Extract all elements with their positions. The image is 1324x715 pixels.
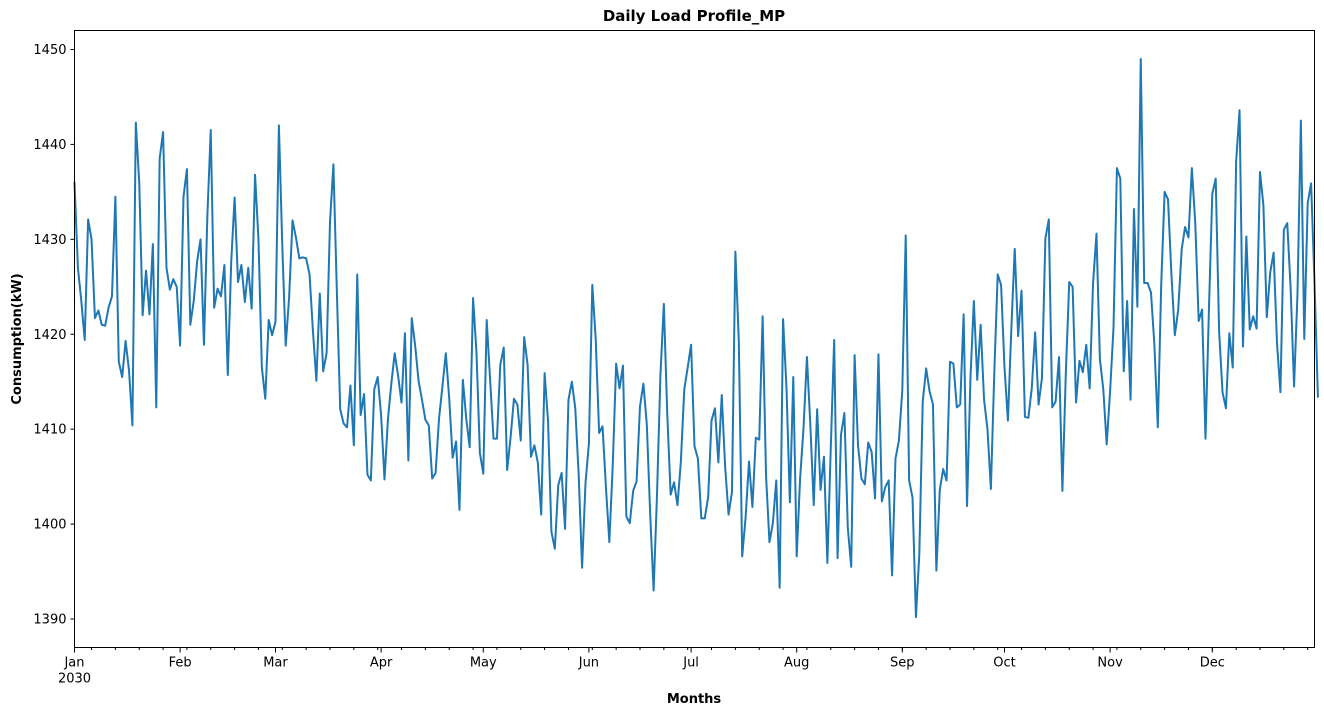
x-axis-label: Months <box>667 692 722 707</box>
plot-area <box>73 30 1319 648</box>
y-axis: 1390 1400 1410 1420 1430 1440 1450 <box>33 43 75 628</box>
y-tick-label: 1430 <box>33 233 66 248</box>
x-tick-label: Dec <box>1200 656 1225 671</box>
x-tick-label: Jan <box>63 656 84 671</box>
series-line <box>73 57 1319 619</box>
y-tick-label: 1450 <box>33 43 66 58</box>
x-tick-label: Jul <box>682 656 699 671</box>
x-tick-label: Aug <box>784 656 809 671</box>
y-axis-label: Consumption(kW) <box>10 273 25 404</box>
x-tick-label: May <box>470 656 497 671</box>
x-tick-label: Sep <box>890 656 915 671</box>
x-tick-label: Oct <box>993 656 1015 671</box>
y-tick-label: 1420 <box>33 328 66 343</box>
x-tick-label: Apr <box>370 656 393 671</box>
y-tick-label: 1440 <box>33 138 66 153</box>
y-tick-label: 1400 <box>33 518 66 533</box>
y-tick-label: 1390 <box>33 613 66 628</box>
x-tick-label: Mar <box>263 656 288 671</box>
chart-title: Daily Load Profile_MP <box>603 7 785 25</box>
x-year-label: 2030 <box>58 672 91 687</box>
x-tick-label: Nov <box>1097 656 1123 671</box>
x-tick-label: Jun <box>578 656 599 671</box>
x-tick-label: Feb <box>169 656 192 671</box>
x-axis: Jan Feb Mar Apr May Jun Jul Aug Sep Oct Nov Dec 2030 <box>58 647 1309 687</box>
y-tick-label: 1410 <box>33 423 66 438</box>
plot-frame <box>74 30 1315 648</box>
